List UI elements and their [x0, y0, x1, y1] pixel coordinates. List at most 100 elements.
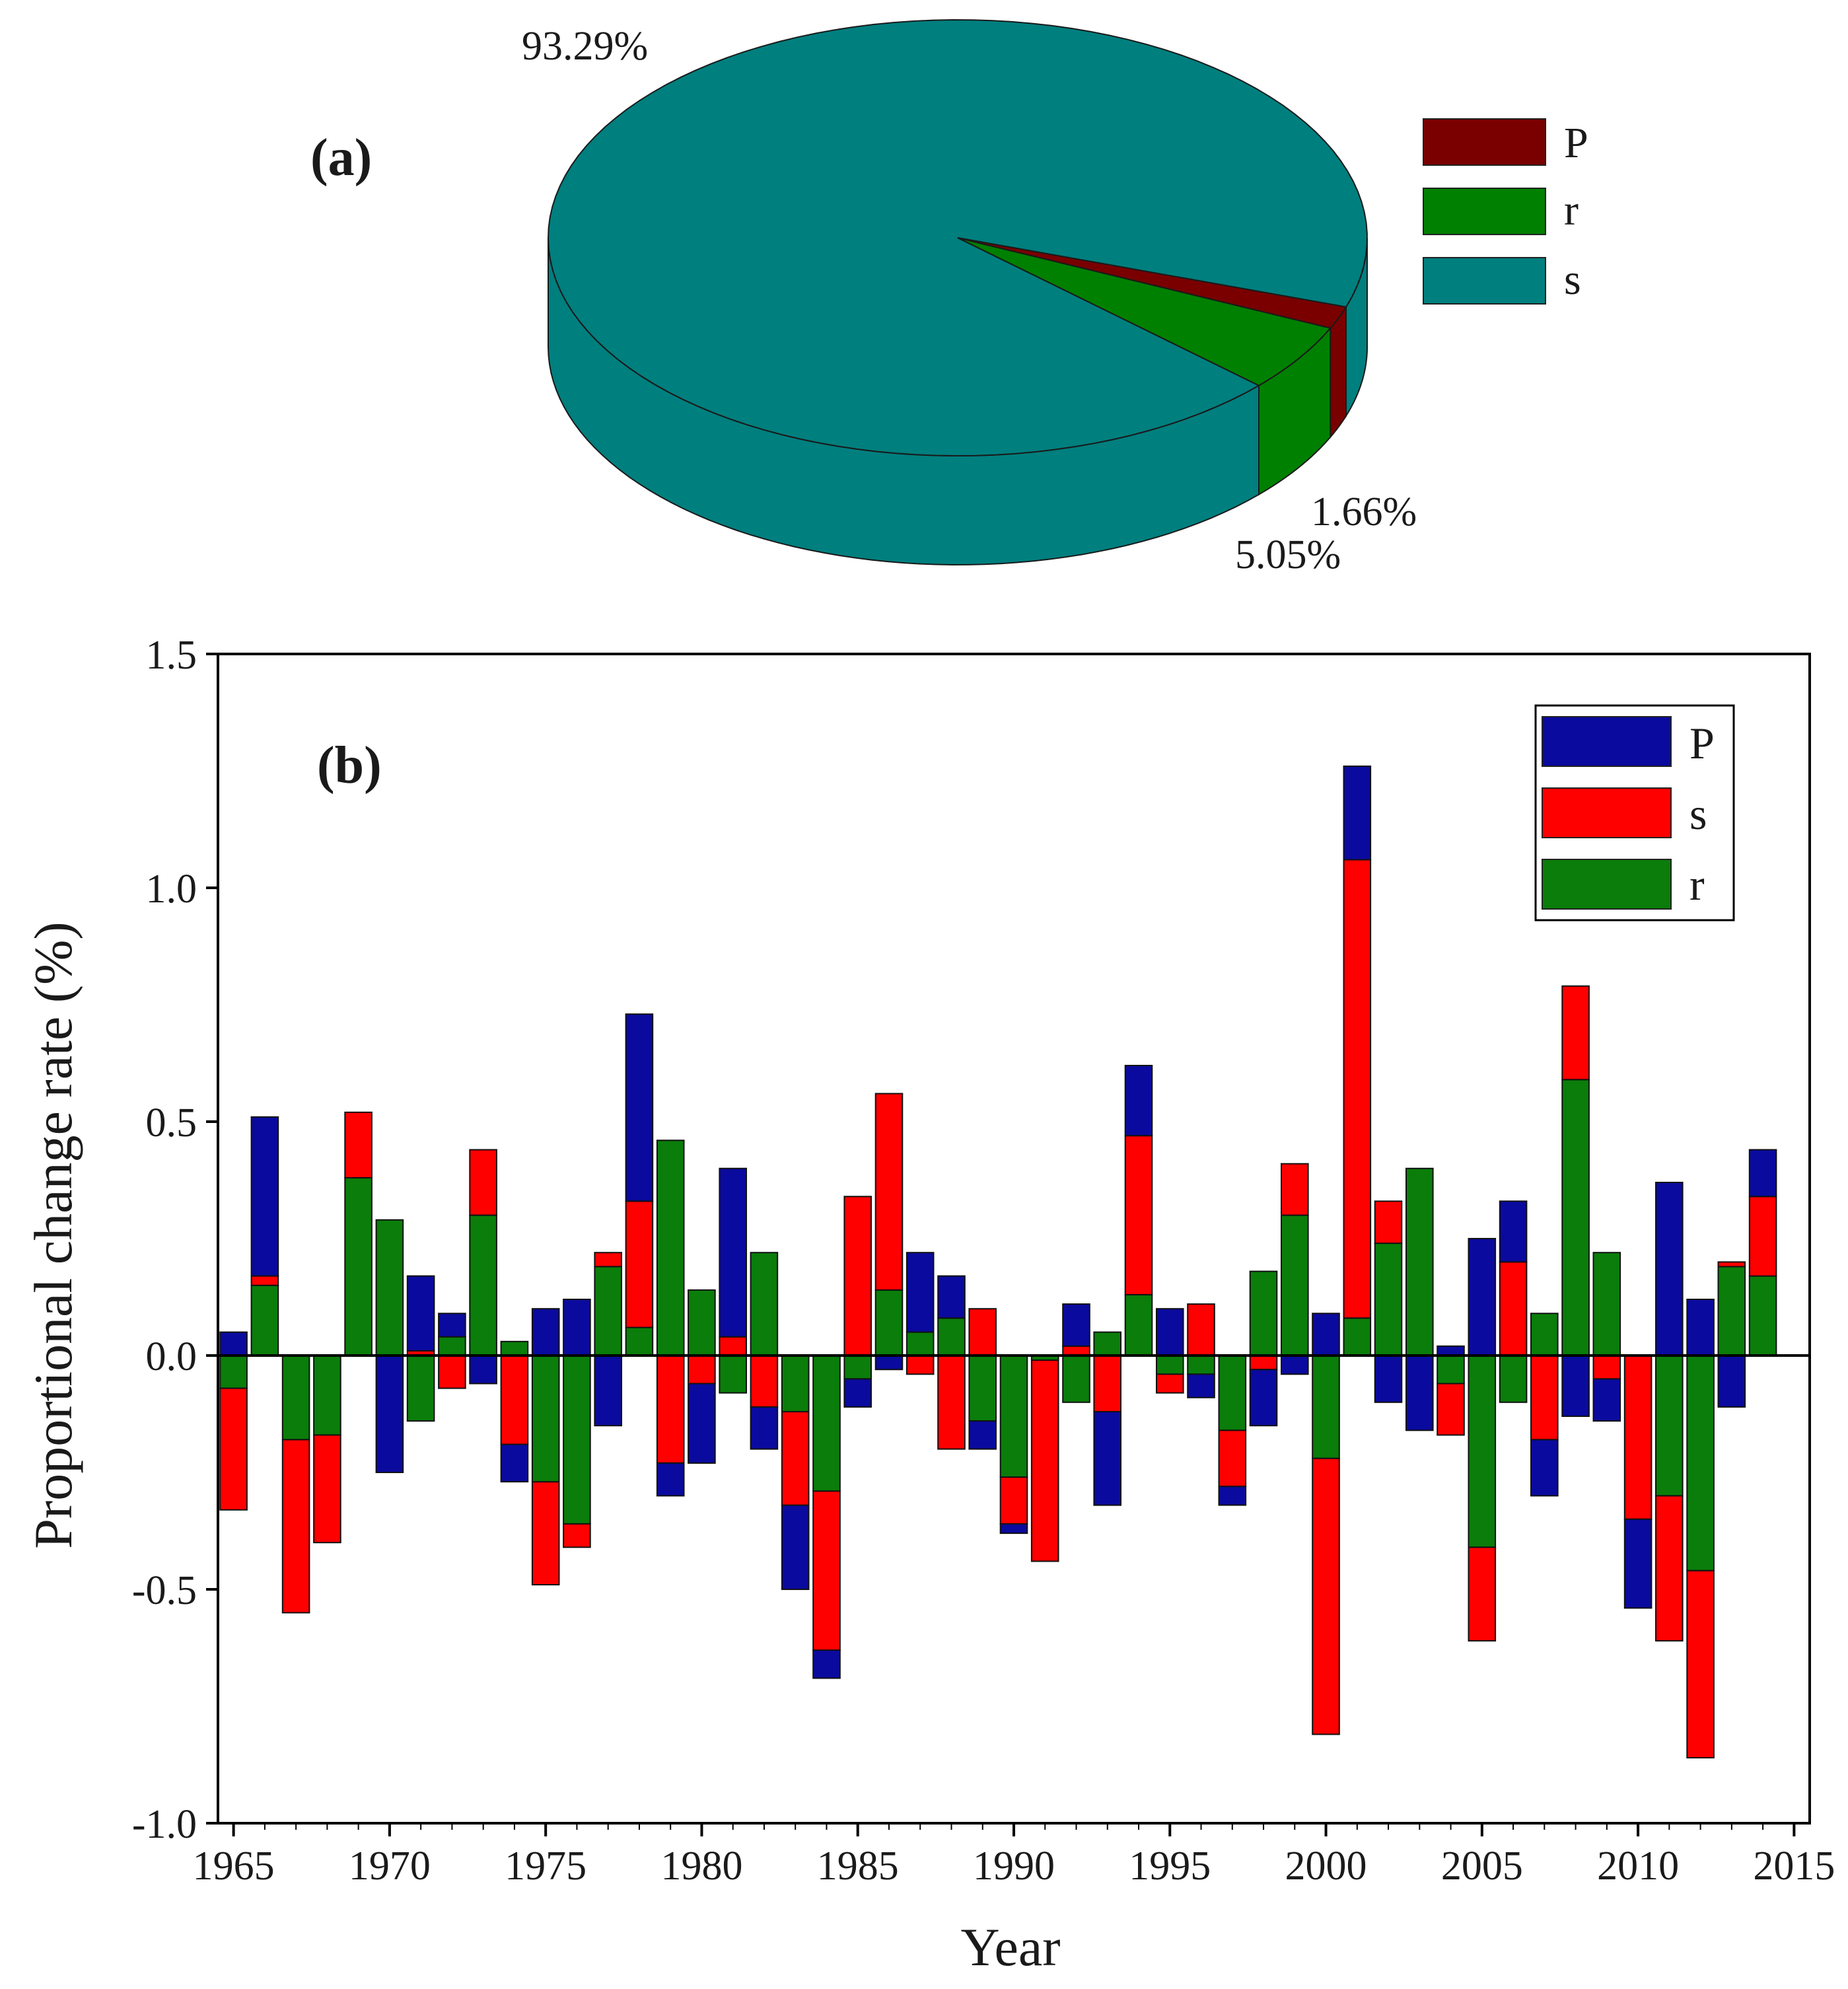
x-tick-label: 1995: [1129, 1844, 1211, 1889]
x-tick-label: 1980: [660, 1844, 742, 1889]
bar-r-1998: [1249, 1270, 1278, 1356]
x-tick-label: 2010: [1597, 1844, 1679, 1889]
bar-r-1988: [937, 1317, 966, 1357]
bar-s-1980: [688, 1355, 716, 1385]
bar-s-2009: [1592, 1355, 1621, 1380]
bar-r-1973: [469, 1214, 497, 1356]
bar-s-2011: [1655, 1495, 1684, 1642]
bar-p-1984: [812, 1649, 841, 1679]
y-tick-label: 0.0: [146, 1334, 197, 1379]
bar-s-1990: [999, 1476, 1028, 1525]
bar-p-2002: [1374, 1355, 1403, 1403]
bar-r-1999: [1281, 1214, 1309, 1356]
bar-s-1965: [219, 1387, 248, 1511]
bar-s-1972: [438, 1355, 466, 1389]
bar-p-2000: [1312, 1313, 1340, 1357]
pie-slice-label-r: 5.05%: [1235, 532, 1341, 577]
bar-p-1982: [750, 1406, 779, 1450]
pie-legend-swatch-r: [1423, 188, 1546, 235]
x-tick-label: 1990: [973, 1844, 1055, 1889]
pie-slice-label-p: 1.66%: [1311, 489, 1417, 534]
x-tick-label: 2000: [1285, 1844, 1367, 1889]
bar-panel-label: (b): [317, 737, 382, 795]
bar-s-1975: [531, 1481, 560, 1585]
bar-p-1992: [1062, 1303, 1090, 1347]
bar-p-2007: [1530, 1439, 1559, 1497]
bar-p-1993: [1093, 1411, 1122, 1506]
bar-r-1979: [656, 1139, 685, 1357]
bar-s-1976: [563, 1523, 591, 1548]
bar-p-1971: [406, 1275, 435, 1352]
bar-r-1968: [313, 1355, 341, 1436]
bar-p-1996: [1187, 1373, 1215, 1398]
x-axis-title: Year: [960, 1917, 1060, 1977]
bar-r-2000: [1312, 1355, 1340, 1459]
bar-s-1986: [874, 1093, 904, 1291]
bar-r-2002: [1374, 1243, 1403, 1356]
pie-slice-label-s: 93.29%: [522, 24, 648, 69]
bar-p-1989: [968, 1420, 997, 1450]
bar-s-1985: [843, 1196, 872, 1357]
bar-r-1975: [531, 1355, 560, 1483]
bar-s-2006: [1499, 1261, 1528, 1357]
bar-p-2008: [1561, 1355, 1590, 1417]
bar-r-2008: [1561, 1079, 1590, 1357]
bar-s-1991: [1030, 1359, 1059, 1562]
bar-s-1966: [250, 1275, 279, 1286]
bar-p-1965: [219, 1331, 248, 1356]
bar-s-1987: [906, 1355, 935, 1375]
bar-p-2006: [1499, 1200, 1528, 1263]
bar-s-2012: [1686, 1570, 1715, 1758]
bar-r-1993: [1093, 1331, 1122, 1356]
bar-r-1970: [375, 1219, 404, 1356]
bar-s-1983: [781, 1411, 810, 1506]
bar-r-1997: [1218, 1355, 1247, 1431]
bar-s-2013: [1717, 1261, 1746, 1268]
bar-s-1974: [500, 1355, 529, 1445]
bar-s-1993: [1093, 1355, 1122, 1412]
bar-r-1982: [750, 1252, 779, 1356]
bar-p-1998: [1249, 1369, 1278, 1427]
bar-p-1979: [656, 1462, 685, 1497]
bar-p-1994: [1124, 1065, 1153, 1137]
bar-r-1969: [344, 1177, 373, 1356]
bar-s-1984: [812, 1490, 841, 1651]
bar-r-2009: [1592, 1252, 1621, 1356]
bar-s-1997: [1218, 1429, 1247, 1488]
bar-s-1999: [1281, 1163, 1309, 1216]
bar-p-1980: [688, 1383, 716, 1464]
pie-legend-label-r: r: [1564, 186, 1579, 235]
bar-p-1987: [906, 1252, 935, 1333]
bar-legend-label-p: P: [1689, 718, 1715, 768]
y-tick-label: 1.5: [146, 633, 197, 678]
bar-p-2012: [1686, 1299, 1715, 1356]
bar-r-1978: [625, 1326, 654, 1356]
pie-legend-label-s: s: [1564, 256, 1581, 304]
bar-p-2005: [1468, 1238, 1497, 1356]
bar-legend-swatch-s: [1542, 787, 1672, 838]
bar-s-1982: [750, 1355, 779, 1408]
bar-s-2001: [1343, 859, 1372, 1319]
x-axis: 1965 1970 1975 1980 1985 1990 1995 2000 2005 2010…: [193, 1823, 1835, 1889]
bar-s-1992: [1062, 1345, 1090, 1357]
bar-s-2008: [1561, 985, 1590, 1081]
bar-r-2013: [1717, 1266, 1746, 1356]
bar-r-2003: [1405, 1167, 1434, 1357]
bar-r-1977: [594, 1266, 623, 1356]
bar-p-1977: [594, 1355, 623, 1427]
pie-legend: P r s: [1423, 118, 1588, 305]
bar-s-1968: [313, 1434, 341, 1544]
bar-r-2007: [1530, 1313, 1559, 1357]
bar-r-1983: [781, 1355, 810, 1412]
bar-s-1967: [281, 1439, 310, 1614]
bar-r-1990: [999, 1355, 1028, 1478]
bar-s-2010: [1623, 1355, 1653, 1520]
pie-panel-label: (a): [310, 129, 372, 187]
bar-p-2004: [1437, 1345, 1465, 1357]
bar-s-1978: [625, 1200, 654, 1328]
bar-r-1986: [874, 1289, 904, 1357]
bar-legend: P s r: [1534, 704, 1735, 922]
x-tick-label: 2005: [1441, 1844, 1523, 1889]
bar-r-1987: [906, 1331, 935, 1356]
